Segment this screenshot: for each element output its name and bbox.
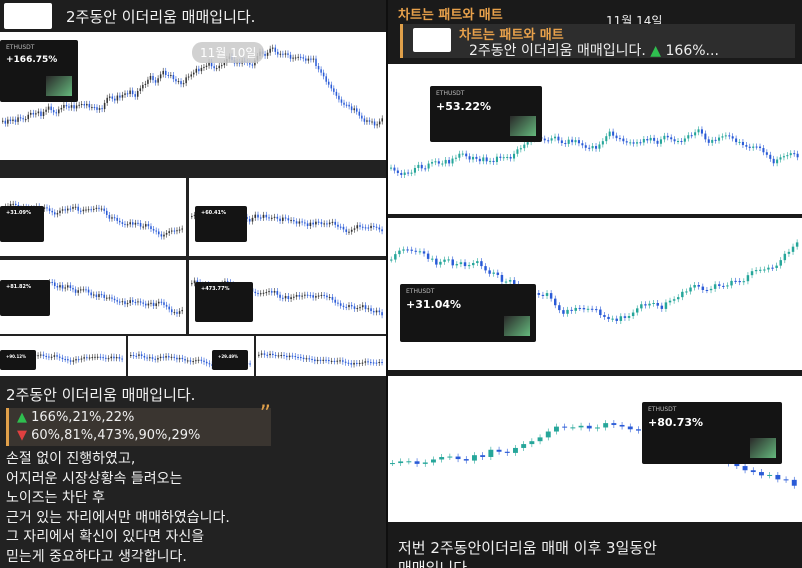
left-top-pnl-card: ETHUSDT +166.75% (0, 40, 78, 102)
body-line-1: 손절 없이 진행하였고, (6, 451, 136, 467)
card1-value: +53.22% (436, 100, 492, 113)
grid-chart-3[interactable]: +81.82% (0, 260, 186, 334)
grid-chart-6[interactable]: +29.49% (128, 336, 254, 376)
grid-chart-4[interactable]: +473.77% (189, 260, 386, 334)
left-post: 2주동안 이더리움 매매입니다. ETHUSDT +166.75% 11월 10… (0, 0, 386, 568)
left-body: 손절 없이 진행하였고, 어지러운 시장상황속 들려오는 노이즈는 차단 후 근… (6, 450, 382, 567)
right-caption-line-1: 저번 2주동안이더리움 매매 이후 3일동안 (398, 539, 657, 557)
card2-value: +31.04% (406, 298, 462, 311)
card2-symbol: ETHUSDT (406, 288, 435, 295)
body-line-4: 근거 있는 자리에서만 매매하였습니다. (6, 509, 230, 526)
body-line-3: 노이즈는 차단 후 (6, 490, 106, 506)
card3-symbol: ETHUSDT (648, 406, 677, 413)
right-caption: 저번 2주동안이더리움 매매 이후 3일동안 매매입니다 (398, 538, 657, 568)
grid-chart-5[interactable]: +90.12% (0, 336, 126, 376)
grid-chart-7[interactable] (256, 336, 386, 376)
body-line-5: 그 자리에서 확신이 있다면 자신을 (6, 529, 205, 545)
reply-percent: 166%... (665, 43, 719, 59)
left-header-thumbnail[interactable] (4, 3, 52, 29)
grid-chart-1[interactable]: +31.09% (0, 178, 186, 256)
grid-pnl-3: +81.82% (6, 284, 32, 290)
grid-pnl-1: +31.09% (6, 210, 32, 216)
reply-thumbnail (413, 28, 451, 52)
trend-up-icon: ▲ (17, 410, 27, 425)
card1-symbol: ETHUSDT (436, 90, 465, 97)
grid-pnl-4: +473.77% (201, 286, 230, 292)
grid-pnl-6: +29.49% (218, 354, 239, 359)
reply-text: 2주동안 이더리움 매매입니다. (469, 43, 646, 59)
left-quote-box: ▲ 166%,21%,22% ▼ 60%,81%,473%,90%,29% ” (6, 402, 271, 446)
card3: ETHUSDT +80.73% (642, 402, 782, 464)
reply-name: 차트는 패트와 매트 (459, 28, 564, 43)
gains-line: 166%,21%,22% (31, 410, 135, 425)
left-caption-title: 2주동안 이더리움 매매입니다. (6, 386, 196, 404)
date-badge: 11월 10일 (192, 42, 265, 63)
panel-divider (386, 0, 388, 568)
right-chart-3[interactable]: ETHUSDT +80.73% (388, 376, 802, 522)
card2: ETHUSDT +31.04% (400, 284, 536, 342)
body-line-6: 믿는게 중요하다고 생각합니다. (6, 548, 187, 565)
quote-icon: ” (259, 402, 271, 427)
right-caption-line-2: 매매입니다 (398, 559, 468, 568)
grid-pnl-5: +90.12% (6, 354, 27, 359)
right-channel-title: 차트는 패트와 매트 (398, 8, 503, 23)
body-line-2: 어지러운 시장상황속 들려오는 (6, 470, 183, 487)
left-top-pnl-value: +166.75% (6, 55, 58, 65)
right-post: 차트는 패트와 매트 11월 14일 차트는 패트와 매트 2주동안 이더리움 … (388, 0, 802, 568)
card3-value: +80.73% (648, 416, 704, 429)
reply-trend-up-icon: ▲ (650, 43, 662, 59)
grid-pnl-2: +60.41% (201, 210, 227, 216)
left-header-title: 2주동안 이더리움 매매입니다. (66, 7, 256, 26)
right-chart-2[interactable]: ETHUSDT +31.04% (388, 218, 802, 370)
left-chart-grid: +31.09% +60.41% +81.82% +473.77% +90.12%… (0, 164, 386, 376)
trend-down-icon: ▼ (17, 428, 27, 443)
grid-chart-2[interactable]: +60.41% (189, 178, 386, 256)
left-top-chart[interactable]: ETHUSDT +166.75% 11월 10일 (0, 32, 386, 160)
card1: ETHUSDT +53.22% (430, 86, 542, 142)
losses-line: 60%,81%,473%,90%,29% (31, 428, 201, 443)
left-header: 2주동안 이더리움 매매입니다. (0, 0, 386, 32)
left-caption: 2주동안 이더리움 매매입니다. (6, 384, 382, 405)
right-reply-box[interactable]: 차트는 패트와 매트 2주동안 이더리움 매매입니다. ▲ 166%... (400, 24, 795, 59)
right-chart-1[interactable]: ETHUSDT +53.22% (388, 64, 802, 214)
